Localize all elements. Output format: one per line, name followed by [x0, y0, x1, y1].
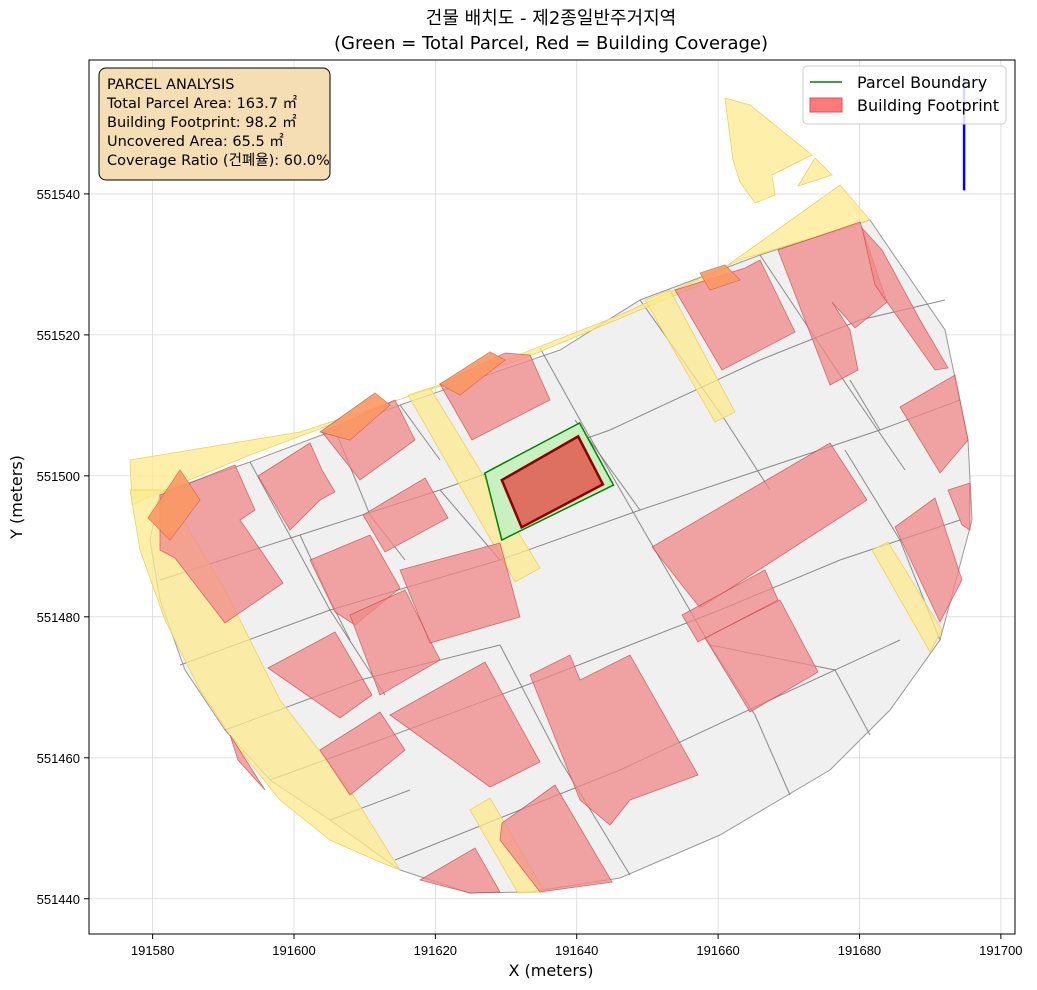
legend: Parcel Boundary Building Footprint [802, 65, 1007, 125]
parcel-line [539, 347, 791, 796]
x-tick-label: 191580 [131, 943, 174, 958]
y-tick-label: 551520 [37, 328, 80, 343]
info-line-title: PARCEL ANALYSIS [107, 77, 234, 93]
legend-label-building: Building Footprint [857, 96, 999, 115]
info-line-footprint: Building Footprint: 98.2 ㎡ [107, 114, 297, 131]
building-footprints [147, 221, 971, 894]
parcel-blocks [149, 219, 973, 894]
y-axis: 551440 551460 551480 551500 551520 551540 [37, 187, 89, 907]
building-footprint [894, 497, 963, 623]
building-footprint [349, 589, 441, 696]
y-tick-label: 551480 [37, 610, 80, 625]
x-tick-label: 191680 [838, 943, 881, 958]
road-overlap [440, 352, 505, 395]
chart-title-line1: 건물 배치도 - 제2종일반주거지역 [426, 8, 676, 29]
x-tick-label: 191700 [979, 943, 1022, 958]
building-footprint [861, 226, 949, 371]
building-footprint [418, 847, 501, 894]
target-building [500, 434, 605, 530]
road-overlap [148, 470, 200, 540]
building-footprint [499, 784, 613, 893]
chart-title-line2: (Green = Total Parcel, Red = Building Co… [334, 33, 768, 54]
building-footprint [947, 482, 971, 531]
x-axis-label: X (meters) [509, 961, 594, 980]
info-box: PARCEL ANALYSIS Total Parcel Area: 163.7… [98, 67, 331, 181]
building-footprint [651, 442, 868, 609]
building-footprint [257, 442, 336, 531]
target-parcel-group [483, 421, 615, 542]
road-overlap [322, 393, 390, 440]
x-tick-label: 191640 [555, 943, 598, 958]
parcel-line [249, 461, 386, 696]
y-tick-label: 551460 [37, 751, 80, 766]
building-footprint [899, 374, 969, 474]
info-box-bg [98, 67, 331, 181]
road-area [797, 157, 833, 187]
building-footprint [319, 711, 406, 796]
y-tick-label: 551500 [37, 469, 80, 484]
building-footprint [389, 661, 541, 788]
y-tick-label: 551540 [37, 187, 80, 202]
y-tick-label: 551440 [37, 892, 80, 907]
building-footprint [267, 631, 373, 719]
road-overlap [700, 265, 740, 290]
parcel-line [399, 404, 441, 461]
info-line-total-area: Total Parcel Area: 163.7 ㎡ [106, 95, 298, 112]
x-axis: 191580 191600 191620 191640 191660 191680 1917… [131, 934, 1023, 958]
info-line-uncovered: Uncovered Area: 65.5 ㎡ [107, 133, 284, 150]
x-tick-label: 191600 [272, 943, 315, 958]
legend-frame [802, 65, 1007, 125]
road-area [644, 289, 736, 423]
building-footprint [681, 569, 779, 643]
legend-label-parcel: Parcel Boundary [857, 73, 987, 92]
building-footprint [362, 477, 449, 553]
x-tick-label: 191620 [414, 943, 457, 958]
legend-swatch-building [809, 97, 843, 113]
building-footprint [229, 734, 266, 791]
plot-frame [88, 59, 1016, 935]
building-footprint [674, 259, 796, 371]
road-area [871, 541, 943, 653]
building-footprint [399, 542, 521, 644]
y-axis-label: Y (meters) [7, 455, 26, 540]
parcel-line [849, 379, 881, 431]
building-footprint [704, 599, 819, 713]
info-line-coverage: Coverage Ratio (건폐율): 60.0% [107, 152, 330, 169]
parcel-line [499, 644, 631, 876]
road-area [724, 97, 813, 204]
x-tick-label: 191660 [696, 943, 739, 958]
building-footprint [529, 654, 699, 826]
